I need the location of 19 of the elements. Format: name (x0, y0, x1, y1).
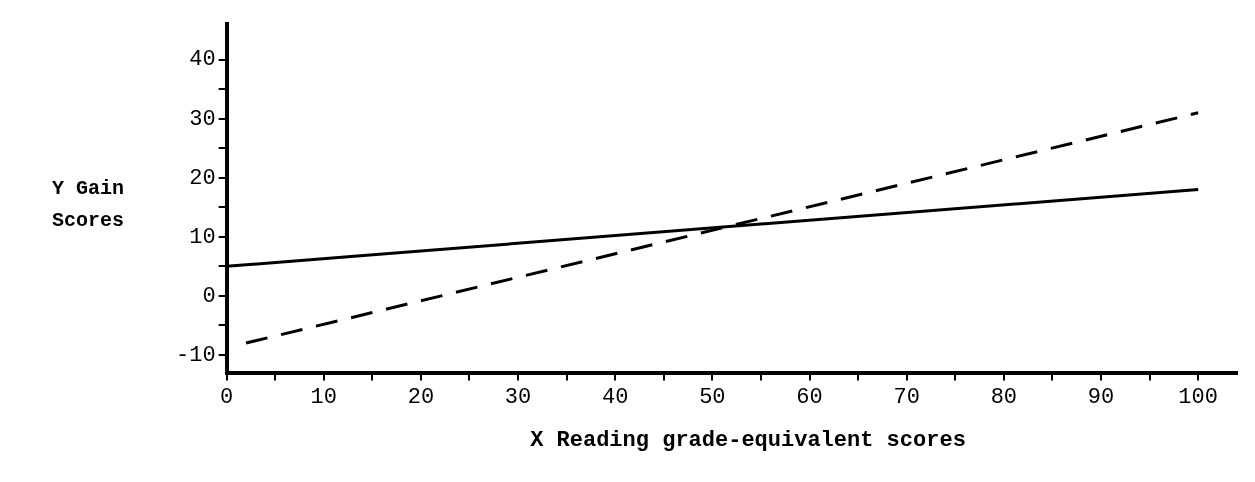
y-axis-title: Y Gain Scores (51, 176, 125, 234)
x-tick-label: 20 (407, 384, 435, 410)
y-tick-label: 0 (202, 283, 216, 309)
x-tick-label: 10 (310, 384, 337, 410)
y-tick-label: 10 (189, 224, 216, 250)
x-tick-label: 50 (699, 384, 726, 410)
y-tick-label: 30 (189, 106, 216, 132)
y-tick-label: -10 (176, 342, 216, 368)
x-tick-label: 0 (220, 384, 234, 410)
y-tick-label: 40 (189, 47, 216, 73)
x-axis-title: X Reading grade-equivalent scores (529, 428, 967, 453)
x-tick-label: 70 (893, 384, 920, 410)
x-tick-label: 60 (796, 384, 823, 410)
y-tick-label: 20 (189, 165, 216, 191)
x-tick-label: 100 (1178, 384, 1218, 410)
x-tick-label: 30 (504, 384, 532, 410)
x-tick-label: 40 (602, 384, 629, 410)
x-tick-label: 80 (990, 384, 1018, 410)
x-tick-label: 90 (1087, 384, 1115, 410)
